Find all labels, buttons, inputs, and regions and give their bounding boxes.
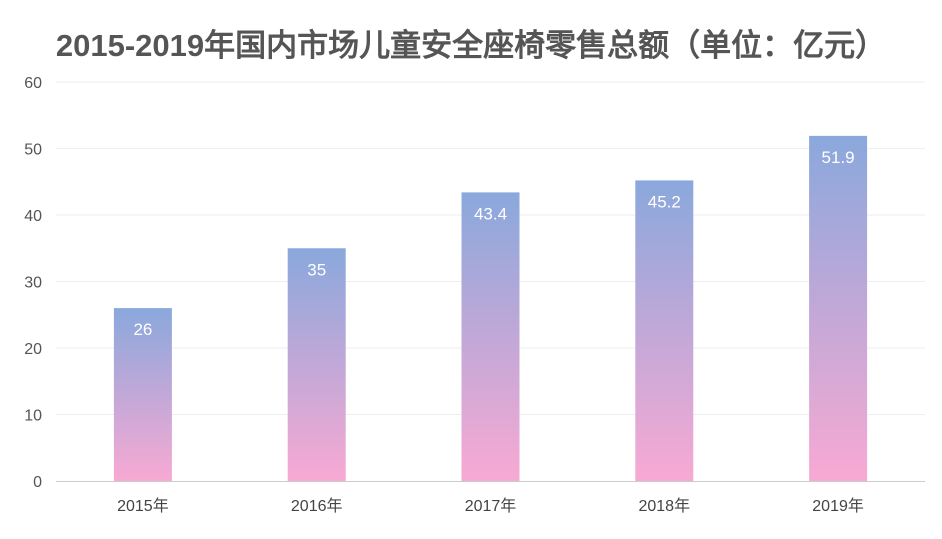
x-tick-label: 2017年 xyxy=(465,497,517,515)
data-label: 51.9 xyxy=(822,148,855,167)
y-tick-label: 60 xyxy=(24,75,42,92)
data-label: 26 xyxy=(133,320,152,339)
x-tick-label: 2016年 xyxy=(291,497,343,515)
y-tick-label: 20 xyxy=(24,341,42,358)
y-tick-label: 40 xyxy=(24,208,42,225)
y-tick-label: 50 xyxy=(24,142,42,159)
bar-2017年 xyxy=(461,192,520,481)
y-tick-label: 10 xyxy=(24,408,42,425)
chart-title: 2015-2019年国内市场儿童安全座椅零售总额（单位：亿元） xyxy=(55,28,887,63)
data-label: 45.2 xyxy=(648,192,681,211)
data-label: 43.4 xyxy=(474,204,507,223)
bar-2018年 xyxy=(635,180,694,482)
bar-2015年 xyxy=(113,308,172,481)
x-tick-label: 2018年 xyxy=(638,497,690,515)
bar-2019年 xyxy=(809,135,868,482)
y-tick-label: 0 xyxy=(33,474,42,491)
y-tick-label: 30 xyxy=(24,275,42,292)
bar-2016年 xyxy=(287,248,346,481)
x-tick-label: 2019年 xyxy=(812,497,864,515)
x-tick-label: 2015年 xyxy=(117,497,169,515)
data-label: 35 xyxy=(307,260,326,279)
